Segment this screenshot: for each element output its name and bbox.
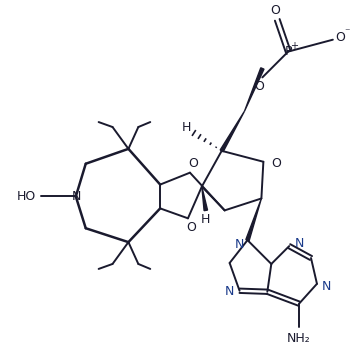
Polygon shape	[220, 111, 245, 152]
Text: O: O	[335, 31, 345, 44]
Polygon shape	[202, 186, 207, 211]
Polygon shape	[246, 199, 261, 241]
Text: H: H	[181, 120, 191, 134]
Polygon shape	[245, 68, 264, 111]
Text: O: O	[188, 157, 198, 170]
Text: P: P	[284, 45, 292, 58]
Text: N: N	[294, 237, 304, 249]
Text: HO: HO	[17, 190, 36, 203]
Text: O: O	[270, 4, 280, 17]
Text: +: +	[290, 40, 298, 51]
Text: NH₂: NH₂	[287, 332, 311, 345]
Text: O: O	[254, 80, 264, 93]
Text: N: N	[225, 285, 234, 298]
Text: ⁻: ⁻	[344, 27, 349, 37]
Text: H: H	[201, 213, 210, 226]
Text: O: O	[186, 221, 196, 234]
Text: N: N	[72, 190, 82, 203]
Text: O: O	[271, 157, 281, 170]
Text: N: N	[322, 280, 332, 293]
Text: N: N	[235, 238, 244, 251]
